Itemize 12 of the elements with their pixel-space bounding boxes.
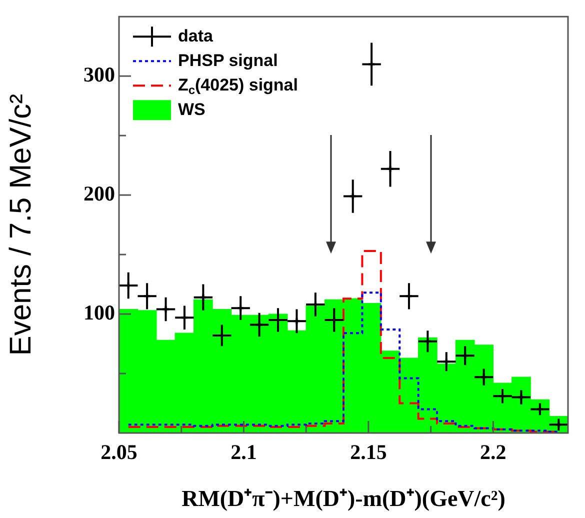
legend-label: WS	[178, 100, 206, 119]
y-tick-label: 100	[84, 300, 115, 324]
x-axis-title: RM(D⁺π⁻)+M(D⁺)-m(D⁺)(GeV/c²)	[182, 486, 506, 512]
y-tick-label: 300	[84, 62, 115, 87]
legend-label: data	[178, 26, 214, 46]
x-tick-label: 2.05	[100, 440, 138, 464]
x-tick-label: 2.2	[480, 440, 506, 464]
y-tick-label: 200	[84, 181, 115, 206]
y-axis-title: Events / 7.5 MeV/c²	[4, 94, 38, 356]
legend-label: PHSP signal	[178, 50, 278, 70]
x-tick-label: 2.1	[230, 440, 257, 464]
x-tick-label: 2.15	[350, 440, 387, 464]
